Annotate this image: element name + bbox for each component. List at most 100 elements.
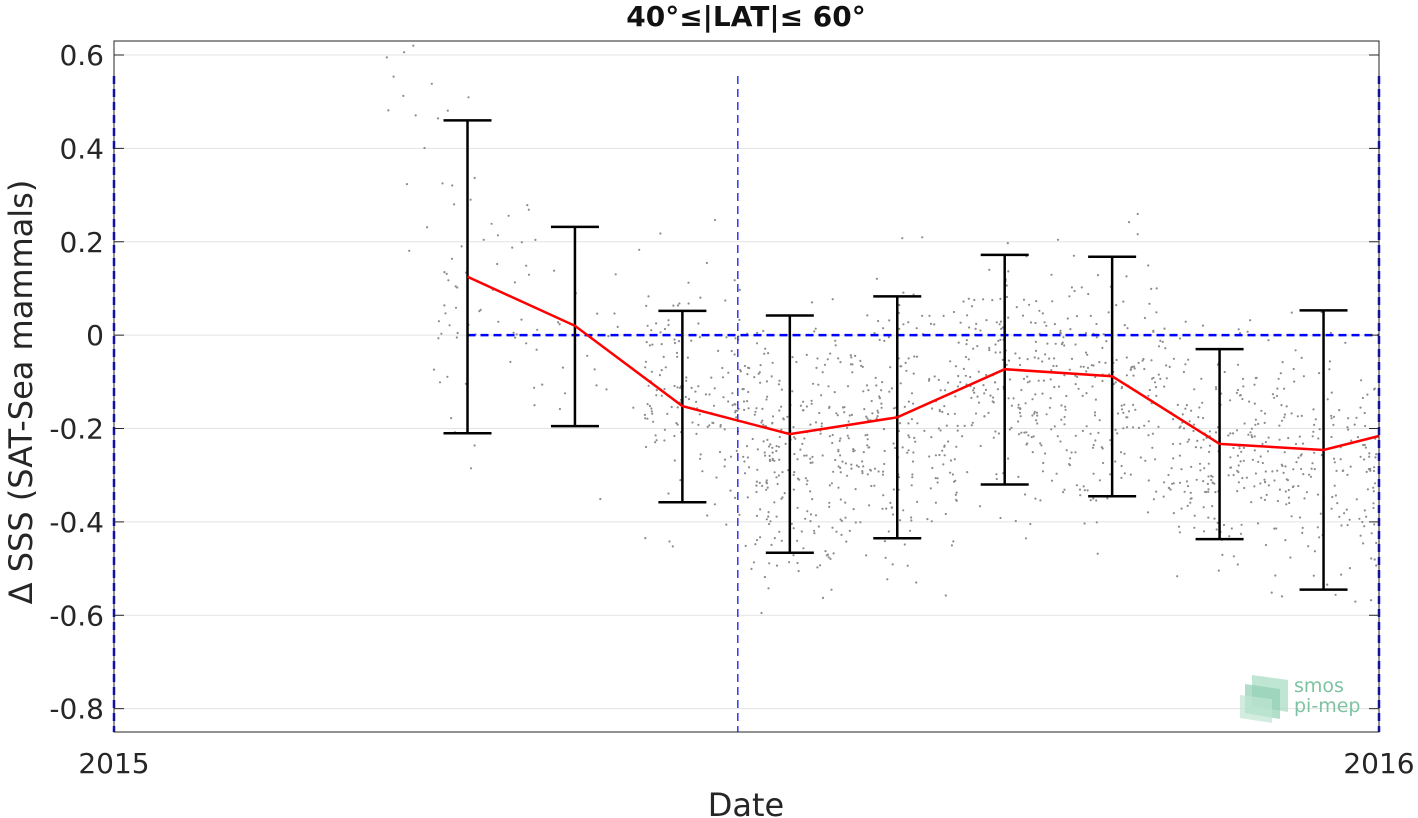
scatter-point [1168,365,1171,368]
scatter-point [1299,454,1302,457]
scatter-point [643,413,647,416]
scatter-point [1246,330,1249,333]
scatter-point [1251,436,1254,439]
scatter-point [1189,491,1192,494]
scatter-point [1062,491,1065,494]
axes-box [113,40,1380,733]
scatter-point [904,361,907,364]
scatter-point [1008,378,1012,381]
scatter-point [883,427,886,431]
scatter-point [387,109,390,112]
scatter-point [1083,489,1086,492]
scatter-point [673,338,676,341]
scatter-point [1316,526,1319,529]
scatter-point [1050,479,1054,482]
scatter-point [644,445,648,449]
scatter-point [916,422,919,425]
scatter-point [743,408,746,411]
scatter-point [936,481,939,484]
scatter-point [676,386,679,389]
scatter-point [1041,470,1045,473]
scatter-point [1005,295,1009,299]
scatter-point [1042,461,1045,465]
scatter-point [1240,523,1243,526]
scatter-point [1115,304,1118,307]
scatter-point [1093,411,1097,414]
scatter-point [1095,322,1098,326]
scatter-point [1334,593,1337,596]
scatter-point [1207,516,1210,519]
scatter-point [694,390,697,393]
scatter-point [1364,446,1367,449]
scatter-point [765,518,768,521]
scatter-point [907,357,910,360]
scatter-point [883,449,886,453]
scatter-point [813,529,816,532]
scatter-point [1137,426,1141,429]
scatter-point [451,184,454,187]
scatter-point [1228,535,1231,538]
scatter-point [1308,473,1311,476]
scatter-point [770,543,773,547]
scatter-point [820,394,823,397]
scatter-point [1098,361,1101,364]
scatter-point [847,420,850,423]
scatter-point [1045,324,1048,327]
scatter-point [1264,441,1267,444]
scatter-point [1036,414,1039,417]
scatter-point [650,407,653,410]
scatter-point [775,445,778,448]
scatter-point [1048,357,1051,360]
scatter-point [455,336,458,339]
scatter-point [762,329,765,333]
scatter-point [1201,324,1205,327]
scatter-point [509,360,512,363]
scatter-point [667,323,670,327]
scatter-point [755,539,759,542]
scatter-point [1359,534,1362,537]
scatter-point [1157,345,1161,348]
scatter-point [910,392,914,395]
scatter-point [1060,418,1063,421]
scatter-point [450,417,453,420]
scatter-point [1361,396,1364,400]
grid-lines [114,41,1379,732]
scatter-point [995,477,998,481]
scatter-point [778,458,781,461]
scatter-point [841,460,844,463]
scatter-point [1101,346,1104,349]
scatter-point [752,561,756,564]
scatter-point [758,481,761,484]
scatter-point [843,411,846,414]
scatter-point [811,461,814,464]
scatter-point [1332,423,1335,426]
scatter-point [1061,341,1064,344]
scatter-point [1082,485,1085,488]
scatter-point [1346,524,1349,527]
scatter-point [704,393,708,396]
scatter-point [1107,311,1110,314]
scatter-point [1229,466,1232,469]
scatter-point [1256,522,1260,525]
scatter-point [1127,410,1131,413]
scatter-point [1178,454,1181,457]
scatter-point [1311,462,1314,465]
scatter-point [850,463,853,466]
scatter-point [1155,287,1158,290]
scatter-point [1059,332,1062,335]
scatter-point [850,413,854,416]
scatter-point [1028,380,1031,383]
scatter-point [747,407,750,410]
scatter-point [685,376,688,379]
scatter-point [876,409,879,412]
scatter-point [1105,340,1108,343]
scatter-point [1022,377,1026,380]
scatter-point [957,341,960,344]
scatter-point [1242,446,1245,449]
scatter-point [677,340,681,343]
scatter-point [496,234,499,237]
scatter-point [1192,423,1196,426]
scatter-point [1041,392,1044,395]
scatter-point [723,458,727,461]
scatter-point [1162,495,1165,498]
